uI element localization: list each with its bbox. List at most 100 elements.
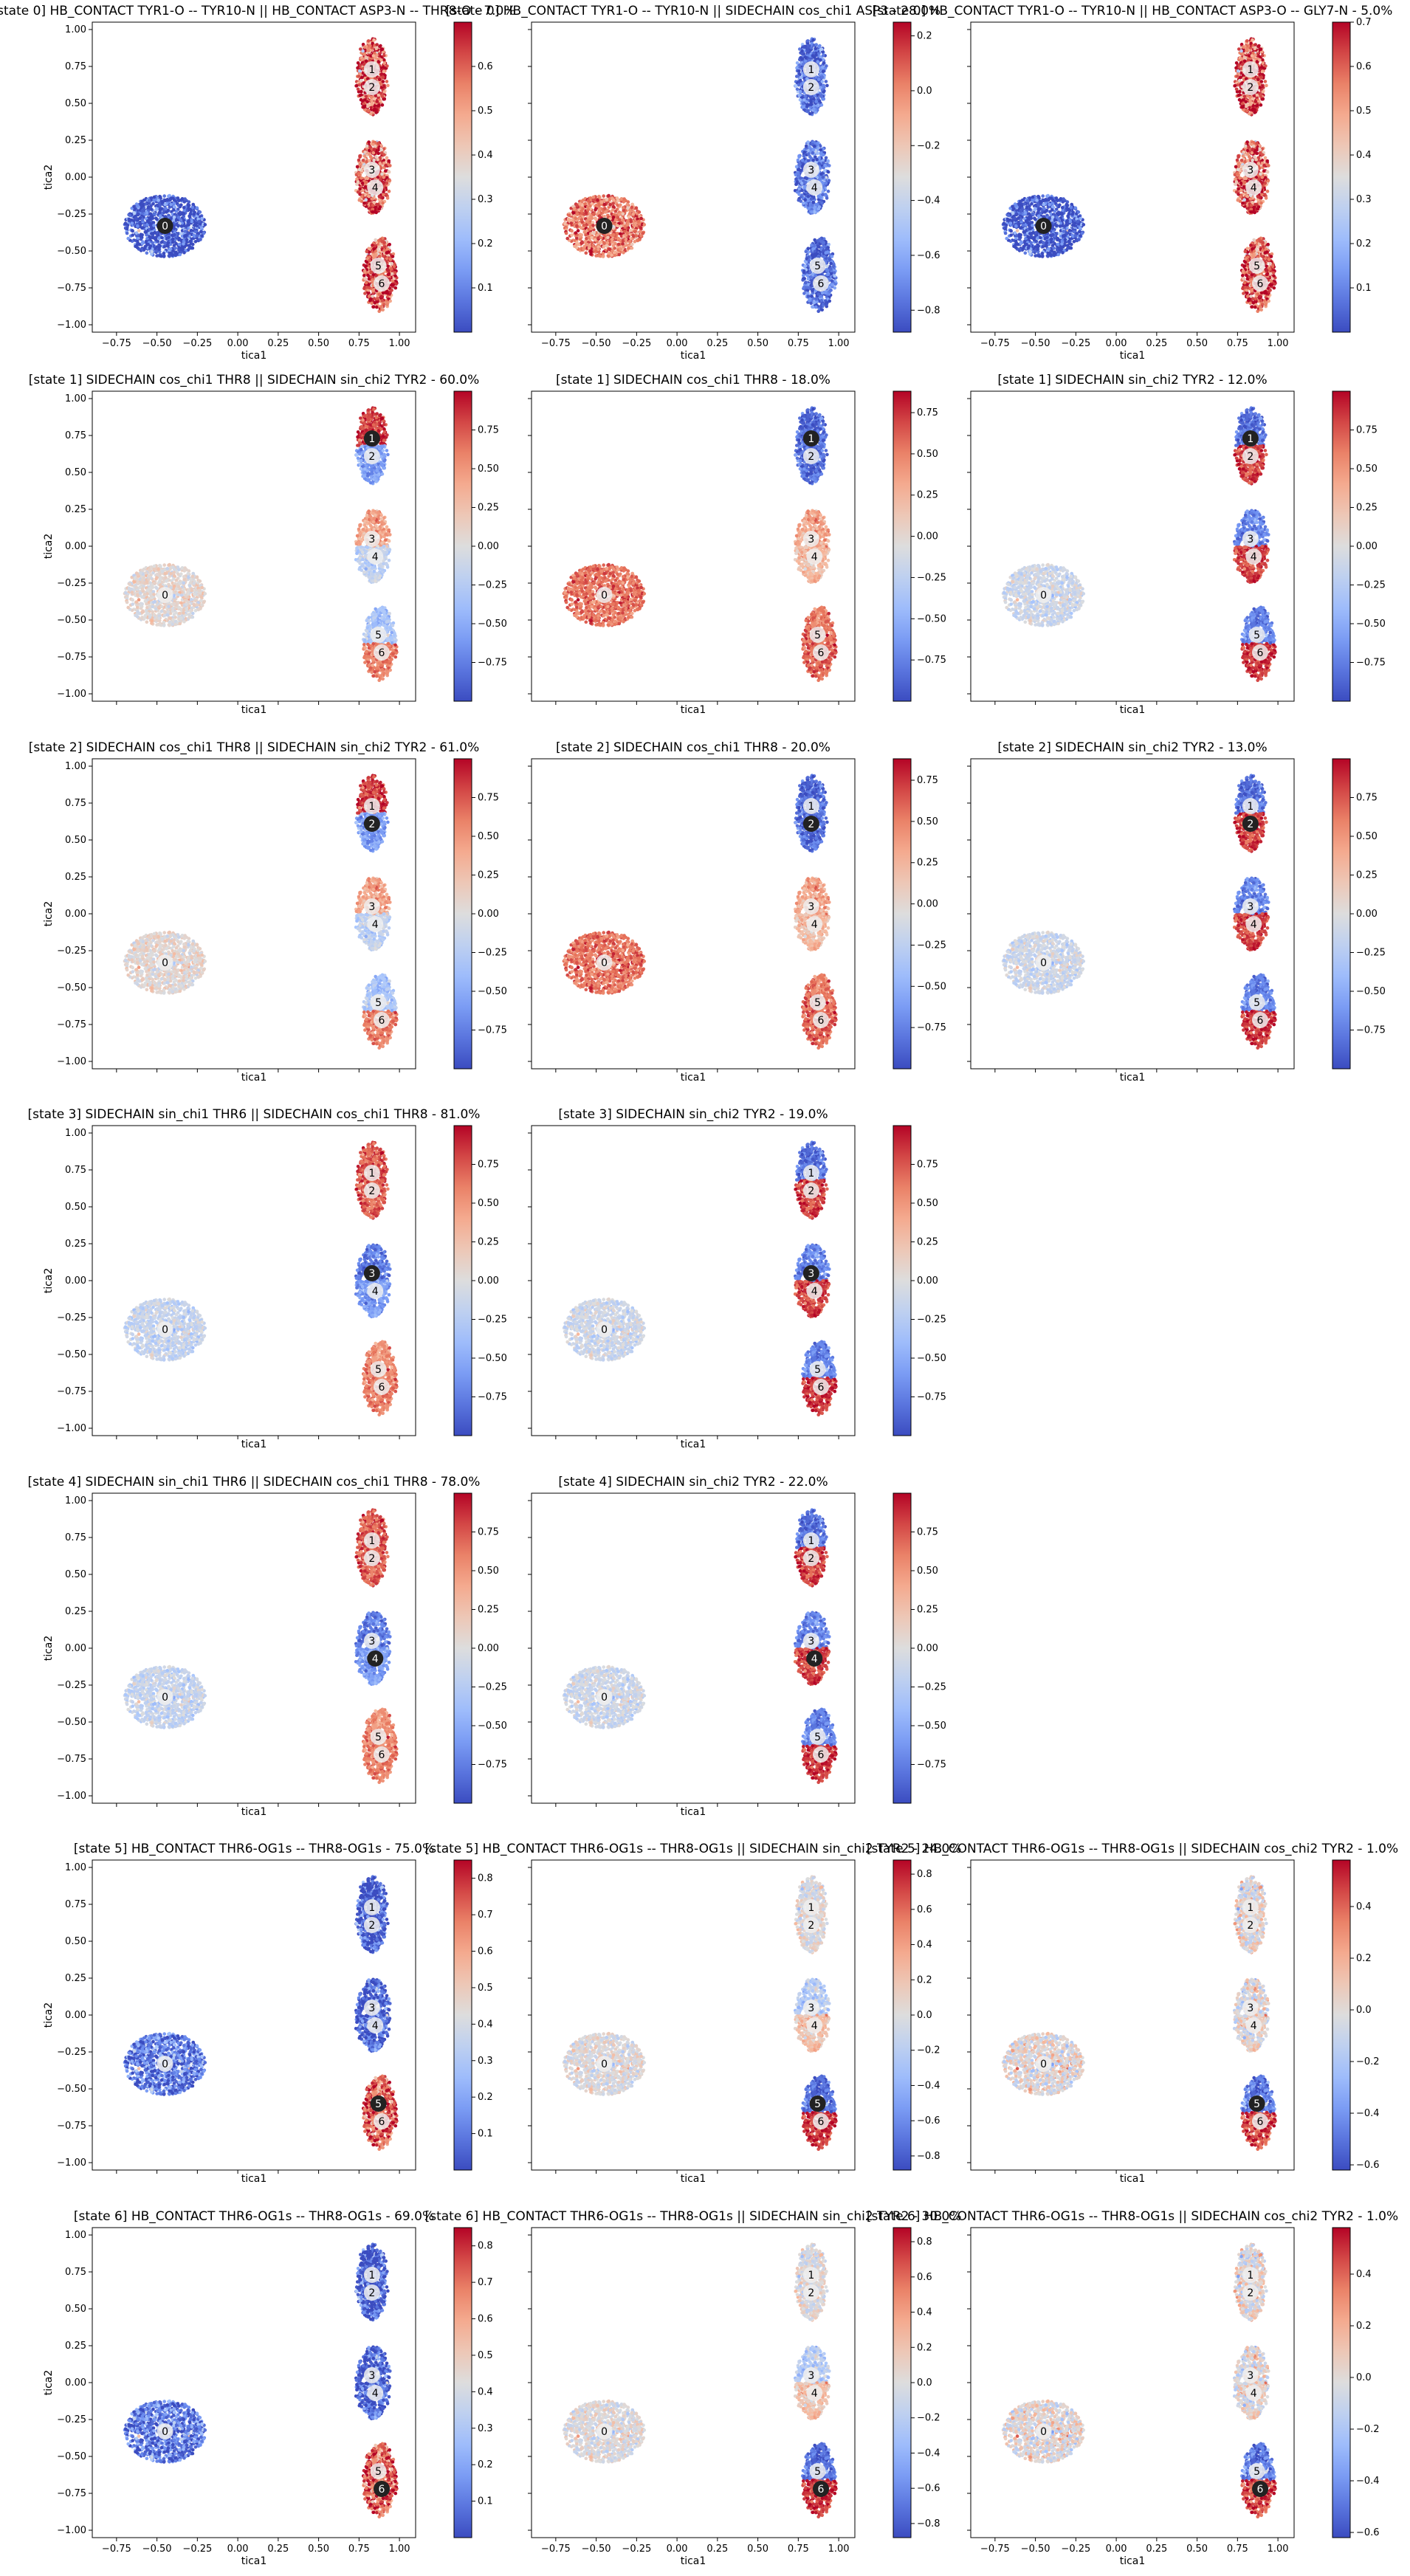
- point: [362, 159, 365, 162]
- point: [379, 44, 382, 48]
- point: [386, 84, 390, 88]
- point: [358, 162, 362, 166]
- point: [368, 153, 371, 156]
- point: [187, 223, 190, 227]
- point: [126, 237, 130, 241]
- point: [171, 241, 175, 244]
- point: [358, 193, 362, 196]
- point: [376, 142, 380, 145]
- point: [157, 247, 161, 251]
- point: [364, 198, 368, 202]
- point: [191, 247, 195, 250]
- point: [162, 252, 166, 255]
- point: [125, 232, 129, 235]
- point: [367, 109, 371, 113]
- panel-0-0: [state 0] HB_CONTACT TYR1-O -- TYR10-N |…: [0, 4, 516, 362]
- point: [134, 244, 137, 248]
- point: [185, 238, 189, 242]
- point: [140, 210, 144, 213]
- point: [178, 243, 182, 247]
- point: [356, 165, 360, 169]
- point: [189, 213, 193, 216]
- point: [188, 247, 191, 250]
- point: [379, 148, 383, 152]
- point: [361, 182, 365, 185]
- point: [154, 238, 158, 242]
- point: [360, 176, 363, 180]
- point: [357, 172, 361, 176]
- point: [169, 203, 173, 207]
- point: [144, 202, 148, 206]
- point: [147, 205, 151, 209]
- point: [135, 231, 139, 235]
- point: [159, 254, 162, 258]
- point: [363, 151, 367, 154]
- point: [165, 210, 168, 214]
- point: [171, 254, 174, 258]
- point: [382, 176, 386, 179]
- point: [375, 100, 379, 103]
- point: [380, 151, 384, 155]
- point: [369, 112, 373, 116]
- point: [161, 201, 165, 204]
- point: [148, 244, 152, 248]
- point: [374, 145, 377, 148]
- point: [391, 255, 395, 258]
- point: [145, 252, 149, 255]
- point: [190, 220, 193, 224]
- point: [200, 217, 204, 221]
- point: [373, 108, 376, 111]
- point: [186, 203, 190, 207]
- point: [196, 234, 199, 238]
- point: [386, 196, 390, 200]
- point: [152, 212, 156, 216]
- point: [378, 78, 382, 81]
- point: [368, 195, 371, 199]
- point: [359, 47, 362, 51]
- point: [362, 58, 365, 61]
- point: [164, 207, 168, 210]
- point: [384, 164, 388, 168]
- point: [160, 241, 164, 244]
- point: [179, 247, 183, 251]
- point: [141, 218, 145, 222]
- point: [385, 64, 389, 68]
- point: [371, 210, 374, 214]
- point: [365, 145, 369, 148]
- point: [355, 84, 359, 88]
- point: [187, 219, 190, 223]
- point: [370, 96, 374, 100]
- point: [385, 80, 389, 83]
- point: [363, 154, 367, 158]
- point: [365, 250, 369, 254]
- point: [380, 173, 384, 176]
- point: [162, 245, 166, 249]
- point: [131, 233, 134, 237]
- point: [358, 199, 362, 202]
- point: [360, 79, 363, 83]
- point: [164, 203, 168, 207]
- point: [137, 213, 140, 216]
- point: [200, 234, 204, 238]
- point: [371, 103, 374, 106]
- point: [373, 201, 376, 204]
- point: [167, 236, 171, 240]
- point: [366, 177, 370, 181]
- point: [172, 208, 176, 212]
- point: [385, 182, 389, 185]
- point: [360, 76, 364, 80]
- panel-title: [state 0] HB_CONTACT TYR1-O -- TYR10-N |…: [0, 4, 516, 18]
- point: [179, 203, 183, 207]
- point: [379, 162, 382, 165]
- point: [148, 199, 151, 203]
- point: [379, 58, 383, 62]
- point: [151, 236, 154, 240]
- point: [124, 222, 128, 226]
- point: [182, 251, 186, 255]
- point: [368, 44, 372, 48]
- point: [183, 245, 187, 249]
- point: [381, 202, 385, 205]
- point: [139, 235, 142, 238]
- point: [144, 230, 148, 234]
